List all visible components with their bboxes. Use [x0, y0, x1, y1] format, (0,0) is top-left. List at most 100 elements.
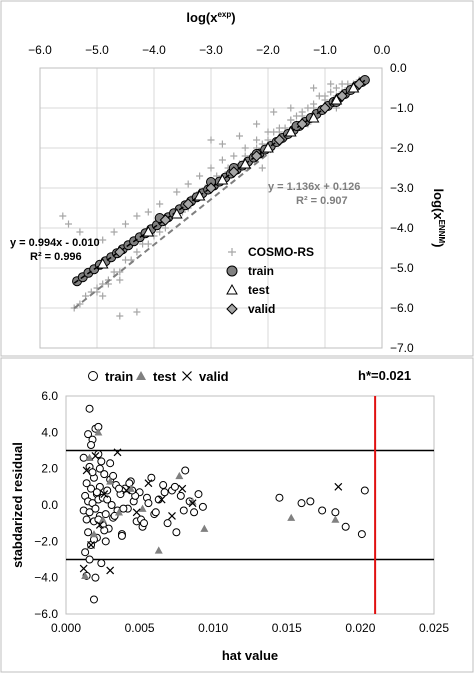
- y-tick-label: −3.0: [390, 181, 414, 195]
- y-tick-label: −2.0: [34, 534, 58, 548]
- x-tick-label: −1.0: [313, 43, 337, 57]
- cosmo-rs-point: [116, 312, 124, 320]
- cosmo-rs-point: [241, 144, 249, 152]
- train-point: [331, 508, 340, 517]
- plot-area: [39, 67, 383, 349]
- train-point: [82, 515, 91, 524]
- valid-point: [336, 90, 348, 102]
- train-point: [103, 495, 112, 504]
- train-point: [100, 470, 109, 479]
- x-tick-label: −5.0: [85, 43, 109, 57]
- cosmo-rs-r2: R² = 0.907: [296, 195, 348, 207]
- test-legend-marker: [226, 283, 238, 295]
- valid-point: [296, 118, 308, 130]
- train-point: [85, 555, 94, 564]
- valid-point: [205, 182, 217, 194]
- test-point: [96, 257, 109, 269]
- cosmo-rs-point: [327, 88, 335, 96]
- cosmo-rs-point: [332, 84, 340, 92]
- x-tick-label: 0.0: [374, 43, 391, 57]
- train-point: [82, 479, 91, 488]
- cosmo-rs-point: [156, 228, 164, 236]
- cosmo-rs-point: [207, 164, 215, 172]
- x-tick-label: 0.020: [345, 621, 375, 635]
- valid-point: [122, 486, 131, 495]
- train-point: [194, 490, 203, 499]
- test-point: [94, 428, 103, 436]
- train-point: [81, 548, 90, 557]
- test-point: [154, 546, 163, 554]
- train-point: [172, 528, 181, 537]
- cosmo-rs-point: [59, 212, 67, 220]
- test-point: [89, 530, 98, 538]
- valid-point: [182, 198, 194, 210]
- cosmo-rs-point: [156, 200, 164, 208]
- cosmo-rs-point: [116, 268, 124, 276]
- train-point: [341, 522, 350, 531]
- train-point: [159, 481, 168, 490]
- valid-point: [188, 499, 197, 508]
- valid-point: [91, 452, 100, 460]
- test-point: [175, 471, 184, 480]
- cosmo-rs-point: [258, 164, 266, 172]
- valid-point: [144, 479, 153, 488]
- cosmo-rs-point: [287, 116, 295, 124]
- test-point: [200, 524, 209, 532]
- valid-point: [273, 134, 286, 146]
- valid-point: [168, 511, 176, 520]
- valid-point: [334, 482, 343, 491]
- legend-label: valid: [199, 369, 229, 384]
- cosmo-rs-point: [144, 208, 152, 216]
- cosmo-rs-equation: y = 1.136x + 0.126: [268, 181, 360, 193]
- test-point: [98, 515, 107, 523]
- valid-legend-marker: [226, 303, 238, 315]
- cosmo-rs-point: [173, 188, 181, 196]
- train-point: [89, 595, 98, 604]
- bottom-panel-frame: [0, 357, 474, 673]
- y-tick-label: 0.0: [390, 61, 407, 75]
- train-point: [79, 453, 88, 462]
- y-tick-label: 6.0: [41, 389, 58, 403]
- y-tick-label: 4.0: [41, 425, 58, 439]
- legend-label: valid: [248, 302, 275, 316]
- cosmo-rs-point: [116, 276, 124, 284]
- train-point: [140, 519, 149, 528]
- valid-point: [250, 150, 263, 162]
- x-tick-label: −4.0: [142, 43, 166, 57]
- x-tick-label: −6.0: [28, 43, 52, 57]
- valid-point: [228, 166, 240, 178]
- valid-point: [79, 564, 88, 573]
- train-point: [114, 484, 123, 493]
- test-point: [138, 504, 147, 512]
- test-point: [284, 125, 297, 137]
- train-point: [117, 531, 126, 540]
- legend-label: train: [248, 264, 274, 278]
- train-point: [297, 499, 306, 508]
- valid-legend-marker: [182, 371, 192, 381]
- valid-point: [319, 102, 331, 114]
- cosmo-rs-point: [253, 136, 261, 144]
- top-panel-frame: [0, 0, 474, 357]
- legend: train test valid: [88, 369, 229, 384]
- valid-point: [178, 484, 187, 493]
- train-point: [306, 497, 315, 506]
- cosmo-rs-point: [287, 104, 295, 112]
- test-point: [239, 157, 252, 169]
- y-tick-label: −2.0: [390, 141, 414, 155]
- train-point: [170, 482, 179, 491]
- cosmo-rs-point: [133, 212, 141, 220]
- test-point: [188, 497, 197, 505]
- valid-point: [82, 466, 91, 475]
- cosmo-rs-point: [298, 108, 306, 116]
- legend-label: test: [153, 369, 177, 384]
- test-point: [126, 484, 135, 492]
- test-point: [114, 508, 123, 516]
- cosmo-rs-legend-marker: [228, 248, 236, 256]
- plot-area: [65, 395, 435, 615]
- cosmo-rs-point: [275, 124, 283, 132]
- y-tick-label: −4.0: [390, 221, 414, 235]
- cosmo-rs-point: [76, 300, 84, 308]
- test-point: [193, 189, 206, 201]
- test-point: [331, 515, 340, 523]
- x-tick-label: 0.000: [51, 621, 81, 635]
